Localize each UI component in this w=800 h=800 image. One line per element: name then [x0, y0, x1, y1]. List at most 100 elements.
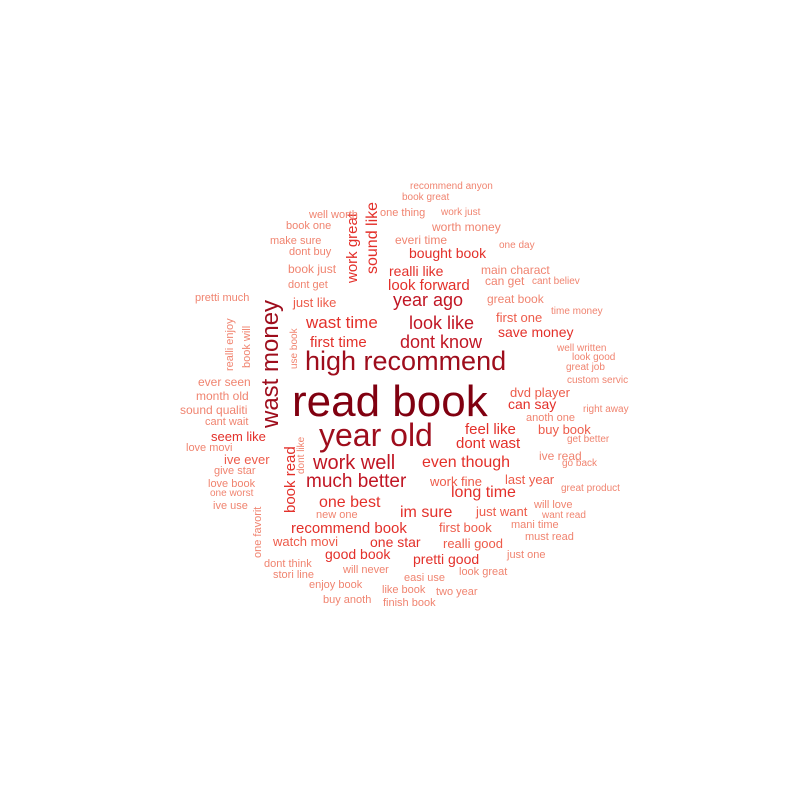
- word-ive-use: ive use: [213, 500, 248, 512]
- word-year-ago: year ago: [393, 290, 464, 310]
- word-recommend-book: recommend book: [291, 520, 407, 537]
- word-save-money: save money: [498, 324, 574, 340]
- word-work-well: work well: [313, 452, 396, 474]
- word-well-worth: well worth: [309, 209, 358, 221]
- word-can-get: can get: [485, 274, 525, 288]
- word-worth-money: worth money: [432, 220, 501, 234]
- word-custom-servic: custom servic: [567, 375, 629, 386]
- word-main-charact: main charact: [481, 263, 550, 277]
- word-great-job: great job: [566, 362, 605, 373]
- word-great-product: great product: [561, 483, 620, 494]
- word-just-like: just like: [293, 295, 337, 310]
- word-long-time: long time: [451, 484, 516, 501]
- word-work-fine: work fine: [430, 474, 483, 489]
- word-dvd-player: dvd player: [510, 385, 570, 400]
- word-give-star: give star: [214, 465, 256, 477]
- word-watch-movi: watch movi: [273, 534, 339, 549]
- word-book-will: book will: [241, 325, 253, 368]
- word-wast-time: wast time: [306, 313, 378, 332]
- word-first-book: first book: [439, 520, 492, 535]
- word-realli-good: realli good: [443, 536, 503, 551]
- word-im-sure: im sure: [400, 504, 453, 521]
- word-wast-money: wast money: [257, 299, 284, 428]
- word-one-star: one star: [370, 534, 421, 550]
- word-feel-like: feel like: [465, 421, 516, 438]
- word-look-like: look like: [409, 313, 475, 333]
- word-just-one: just one: [507, 549, 546, 561]
- word-realli-like: realli like: [389, 263, 444, 279]
- word-first-one: first one: [496, 310, 543, 325]
- word-high-recommend: high recommend: [305, 346, 507, 376]
- word-anoth-one: anoth one: [526, 412, 575, 424]
- word-recommend-anyon: recommend anyon: [410, 181, 493, 192]
- word-look-good: look good: [572, 352, 616, 363]
- word-bought-book: bought book: [409, 245, 487, 261]
- word-dont-know: dont know: [400, 332, 483, 352]
- word-ive-read: ive read: [539, 449, 582, 463]
- word-buy-anoth: buy anoth: [323, 594, 372, 606]
- word-pretti-much: pretti much: [195, 292, 250, 304]
- word-buy-book: buy book: [538, 422, 591, 437]
- word-will-love: will love: [534, 499, 573, 511]
- word-one-best: one best: [319, 494, 381, 511]
- word-ive-ever: ive ever: [224, 452, 270, 467]
- word-like-book: like book: [382, 584, 426, 596]
- word-sound-qualiti: sound qualiti: [180, 403, 248, 417]
- word-right-away: right away: [583, 404, 629, 415]
- word-good-book: good book: [325, 546, 391, 562]
- word-pretti-good: pretti good: [413, 551, 480, 567]
- word-work-great: work great: [344, 212, 361, 283]
- word-ever-seen: ever seen: [198, 375, 251, 389]
- word-must-read: must read: [525, 531, 574, 543]
- word-seem-like: seem like: [211, 429, 266, 444]
- word-make-sure: make sure: [270, 235, 322, 247]
- word-finish-book: finish book: [383, 597, 436, 609]
- word-new-one: new one: [316, 509, 358, 521]
- word-enjoy-book: enjoy book: [309, 579, 363, 591]
- word-dont-wast: dont wast: [456, 435, 521, 452]
- word-love-book: love book: [208, 478, 256, 490]
- word-get-better: get better: [567, 434, 610, 445]
- word-look-forward: look forward: [388, 277, 470, 294]
- word-one-day: one day: [499, 240, 535, 251]
- word-cant-wait: cant wait: [205, 416, 249, 428]
- word-dont-like: dont like: [296, 436, 307, 474]
- word-sound-like: sound like: [364, 201, 381, 274]
- word-dont-think: dont think: [264, 558, 312, 570]
- word-use-book: use book: [289, 328, 300, 369]
- word-dont-buy: dont buy: [289, 246, 332, 258]
- word-one-favorit: one favorit: [252, 506, 264, 558]
- word-love-movi: love movi: [186, 442, 233, 454]
- word-book-just: book just: [288, 262, 337, 276]
- word-month-old: month old: [196, 389, 249, 403]
- word-everi-time: everi time: [395, 233, 448, 247]
- word-well-written: well written: [557, 343, 607, 354]
- word-great-book: great book: [487, 292, 544, 306]
- word-time-money: time money: [551, 306, 603, 317]
- word-dont-get: dont get: [288, 279, 328, 291]
- word-work-just: work just: [441, 207, 481, 218]
- word-much-better: much better: [306, 471, 407, 492]
- word-look-great: look great: [459, 566, 508, 578]
- word-easi-use: easi use: [404, 572, 445, 584]
- word-will-never: will never: [343, 564, 389, 576]
- word-two-year: two year: [436, 586, 478, 598]
- word-last-year: last year: [505, 472, 555, 487]
- word-read-book: read book: [292, 377, 488, 426]
- word-year-old: year old: [319, 417, 433, 453]
- word-mani-time: mani time: [511, 519, 559, 531]
- word-can-say: can say: [508, 396, 557, 412]
- word-one-thing: one thing: [380, 207, 426, 219]
- word-realli-enjoy: realli enjoy: [224, 318, 236, 371]
- word-just-want: just want: [476, 504, 528, 519]
- word-cant-believ: cant believ: [532, 276, 580, 287]
- word-book-great: book great: [402, 192, 450, 203]
- word-one-worst: one worst: [210, 488, 254, 499]
- word-want-read: want read: [542, 510, 586, 521]
- word-even-though: even though: [422, 454, 511, 471]
- word-go-back: go back: [562, 458, 598, 469]
- word-stori-line: stori line: [273, 569, 314, 581]
- word-first-time: first time: [310, 334, 367, 351]
- word-book-one: book one: [286, 220, 332, 232]
